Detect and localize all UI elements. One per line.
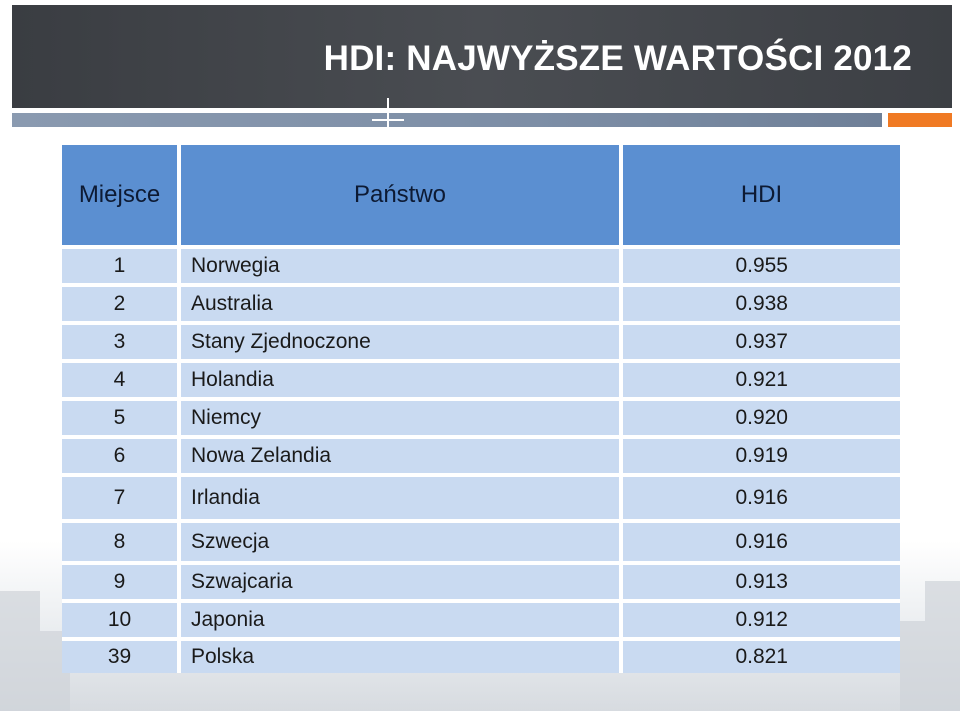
cell-hdi: 0.921 xyxy=(621,359,900,399)
cell-country: Japonia xyxy=(179,599,623,639)
table-row: 2 Australia 0.938 xyxy=(62,283,900,323)
cell-hdi: 0.821 xyxy=(621,637,900,673)
plus-icon-bar xyxy=(372,119,404,121)
cell-rank: 10 xyxy=(62,599,181,639)
cell-country: Niemcy xyxy=(179,397,623,437)
cell-hdi: 0.912 xyxy=(621,599,900,639)
cell-rank: 7 xyxy=(62,473,181,521)
header-panstwo: Państwo xyxy=(179,145,623,247)
title-bar: HDI: NAJWYŻSZE WARTOŚCI 2012 xyxy=(12,5,952,108)
cell-country: Stany Zjednoczone xyxy=(179,321,623,361)
header-miejsce: Miejsce xyxy=(62,145,181,247)
cell-country: Nowa Zelandia xyxy=(179,435,623,475)
cell-hdi: 0.920 xyxy=(621,397,900,437)
table-row: 3 Stany Zjednoczone 0.937 xyxy=(62,321,900,361)
plus-icon xyxy=(387,98,389,134)
table-row: 1 Norwegia 0.955 xyxy=(62,245,900,285)
cell-rank: 8 xyxy=(62,519,181,563)
cell-rank: 2 xyxy=(62,283,181,323)
table-row: 6 Nowa Zelandia 0.919 xyxy=(62,435,900,475)
cell-country: Irlandia xyxy=(179,473,623,521)
header-hdi: HDI xyxy=(621,145,900,247)
accent-orange-block xyxy=(888,113,952,127)
cell-rank: 39 xyxy=(62,637,181,673)
cell-hdi: 0.916 xyxy=(621,519,900,563)
table-row: 4 Holandia 0.921 xyxy=(62,359,900,399)
cell-hdi: 0.937 xyxy=(621,321,900,361)
table-row: 7 Irlandia 0.916 xyxy=(62,473,900,521)
table-row: 5 Niemcy 0.920 xyxy=(62,397,900,437)
cell-country: Polska xyxy=(179,637,623,673)
table-header-row: Miejsce Państwo HDI xyxy=(62,145,900,247)
cell-country: Norwegia xyxy=(179,245,623,285)
table-row: 10 Japonia 0.912 xyxy=(62,599,900,639)
slide-title: HDI: NAJWYŻSZE WARTOŚCI 2012 xyxy=(323,39,912,78)
cell-hdi: 0.955 xyxy=(621,245,900,285)
cell-hdi: 0.913 xyxy=(621,561,900,601)
cell-hdi: 0.919 xyxy=(621,435,900,475)
cell-rank: 9 xyxy=(62,561,181,601)
cell-country: Holandia xyxy=(179,359,623,399)
table-row: 9 Szwajcaria 0.913 xyxy=(62,561,900,601)
cell-rank: 3 xyxy=(62,321,181,361)
cell-rank: 4 xyxy=(62,359,181,399)
cell-country: Szwecja xyxy=(179,519,623,563)
cell-country: Szwajcaria xyxy=(179,561,623,601)
hdi-table: Miejsce Państwo HDI 1 Norwegia 0.955 2 Austr… xyxy=(62,145,900,673)
cell-rank: 6 xyxy=(62,435,181,475)
cell-hdi: 0.916 xyxy=(621,473,900,521)
table-row: 39 Polska 0.821 xyxy=(62,637,900,673)
cell-hdi: 0.938 xyxy=(621,283,900,323)
cell-rank: 5 xyxy=(62,397,181,437)
cell-rank: 1 xyxy=(62,245,181,285)
cell-country: Australia xyxy=(179,283,623,323)
accent-strip xyxy=(12,113,882,127)
table-row: 8 Szwecja 0.916 xyxy=(62,519,900,563)
